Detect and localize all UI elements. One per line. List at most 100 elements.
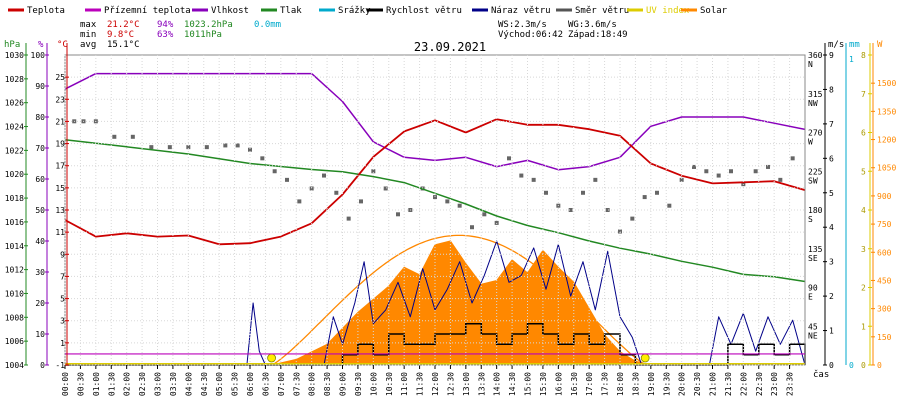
x-tick-label: 07:30	[292, 372, 301, 396]
x-tick-label: 07:00	[277, 372, 286, 396]
x-tick-label: 13:00	[462, 372, 471, 396]
uv-axis-tick-label: 7	[861, 90, 866, 99]
wind-direction-point	[692, 164, 696, 169]
ms-axis-tick-label: 5	[829, 189, 834, 198]
x-tick-label: 21:30	[724, 372, 733, 396]
sunrise-time: Východ:06:42	[498, 30, 563, 40]
x-tick-label: 08:00	[308, 372, 317, 396]
x-tick-label: 00:00	[61, 372, 70, 396]
direction-tick-label: 180	[808, 206, 823, 215]
uv-axis-tick-label: 5	[861, 167, 866, 176]
ms-axis-tick-label: 0	[829, 361, 834, 370]
pct-axis-tick-label: 0	[40, 361, 45, 370]
degc-axis-tick-label: 25	[55, 73, 65, 82]
hpa-axis-tick-label: 1026	[5, 99, 24, 108]
legend-label: Tlak	[280, 6, 302, 16]
axes: 00:00 00:30 01:00 01:30 02:00 02:30 03:00 03:30…	[4, 40, 896, 396]
hpa-axis-tick-label: 1012	[5, 266, 24, 275]
x-axis-label: čas	[813, 369, 829, 380]
degc-axis-tick-label: -1	[55, 361, 65, 370]
stats-max-rain: 0.0mm	[254, 20, 281, 30]
x-tick-label: 05:30	[231, 372, 240, 396]
wind-direction-point	[729, 169, 733, 174]
solar-axis-tick-label: 900	[877, 192, 892, 201]
wind-direction-point	[568, 208, 573, 212]
legend-label: Solar	[700, 6, 728, 16]
x-tick-label: 15:30	[539, 372, 548, 396]
legend-label: Přízemní teplota	[104, 6, 191, 16]
wind-direction-point	[359, 199, 363, 204]
x-tick-label: 15:00	[524, 372, 533, 396]
x-tick-label: 23:00	[770, 372, 779, 396]
ms-axis-tick-label: 8	[829, 85, 834, 94]
ms-axis-tick-label: 4	[829, 223, 834, 232]
x-tick-label: 17:30	[601, 372, 610, 396]
pct-axis-unit: %	[38, 40, 44, 50]
x-tick-label: 16:00	[554, 372, 563, 396]
wind-direction-point	[667, 203, 672, 208]
x-tick-label: 12:00	[431, 372, 440, 396]
hpa-axis-unit: hPa	[4, 40, 20, 50]
x-tick-label: 16:30	[570, 372, 579, 396]
direction-tick-label: W	[808, 138, 813, 147]
wind-direction-point	[482, 212, 487, 217]
wind-direction-point	[235, 143, 240, 148]
x-tick-label: 13:30	[477, 372, 486, 396]
wind-direction-point	[149, 145, 154, 150]
uv-axis-tick-label: 0	[861, 361, 866, 370]
stats-min-hum: 63%	[157, 30, 174, 40]
stats-max-hum: 94%	[157, 20, 174, 30]
stats-min-label: min	[80, 30, 96, 40]
x-tick-label: 06:00	[246, 372, 255, 396]
x-tick-label: 19:00	[647, 372, 656, 396]
direction-tick-label: SW	[808, 176, 818, 185]
x-tick-label: 02:30	[138, 372, 147, 396]
wind-direction-point	[593, 177, 598, 182]
x-tick-label: 03:00	[154, 372, 163, 396]
wind-direction-point	[679, 177, 684, 182]
degc-axis-tick-label: 11	[55, 228, 65, 237]
direction-tick-label: S	[808, 215, 813, 224]
wind-direction-point	[716, 173, 721, 178]
wind-direction-point	[322, 173, 326, 178]
uv-axis-tick-label: 6	[861, 129, 866, 138]
stats-min-press: 1011hPa	[184, 30, 222, 40]
direction-tick-label: 225	[808, 167, 823, 176]
hpa-axis-tick-label: 1008	[5, 313, 24, 322]
x-tick-label: 18:30	[631, 372, 640, 396]
direction-tick-label: SE	[808, 254, 818, 263]
wind-direction-point	[383, 186, 388, 191]
stats-max-temp: 21.2°C	[107, 20, 140, 30]
uv-axis-tick-label: 4	[861, 206, 866, 215]
sunset-time: Západ:18:49	[568, 30, 628, 40]
hpa-axis-tick-label: 1018	[5, 194, 24, 203]
x-tick-label: 19:30	[662, 372, 671, 396]
solar-axis-tick-label: 1050	[877, 164, 896, 173]
legend-label: Teplota	[27, 6, 65, 16]
ms-axis-tick-label: 1	[829, 327, 834, 336]
wind-direction-point	[470, 225, 474, 230]
direction-tick-label: NW	[808, 99, 818, 108]
x-tick-label: 10:00	[369, 372, 378, 396]
degc-axis-unit: °C	[57, 40, 68, 50]
degc-axis-tick-label: 13	[55, 206, 65, 215]
hpa-axis-tick-label: 1014	[5, 242, 24, 251]
degc-axis-tick-label: 1	[60, 339, 65, 348]
x-tick-label: 09:00	[339, 372, 348, 396]
plot-area	[64, 72, 806, 366]
x-tick-label: 21:00	[709, 372, 718, 396]
solar-axis-tick-label: 600	[877, 248, 892, 257]
wind-direction-point	[285, 177, 289, 182]
degc-axis-tick-label: 21	[55, 117, 65, 126]
wind-direction-point	[766, 164, 770, 169]
hpa-axis-tick-label: 1024	[5, 123, 24, 132]
x-tick-label: 04:00	[184, 372, 193, 396]
wind-direction-point	[457, 203, 462, 208]
wind-direction-point	[167, 145, 172, 150]
solar-theoretical-curve	[271, 234, 646, 366]
pct-axis-tick-label: 10	[35, 330, 45, 339]
degc-axis-tick-label: 23	[55, 95, 65, 104]
chart-title: 23.09.2021	[414, 40, 486, 54]
hpa-axis-tick-label: 1004	[5, 361, 24, 370]
